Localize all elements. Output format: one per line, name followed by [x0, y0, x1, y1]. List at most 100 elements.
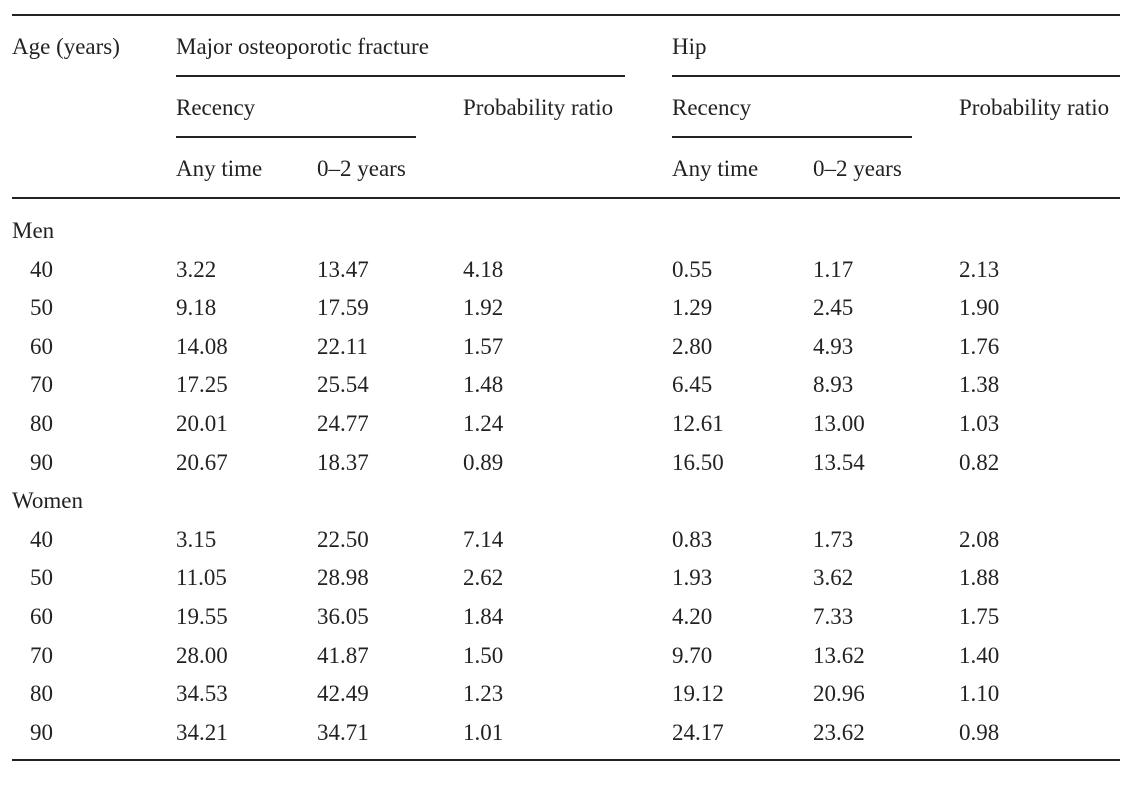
age-cell: 60: [30, 334, 53, 359]
mof-probability-ratio-cell: 1.84: [463, 604, 504, 629]
hip-0-2-years-cell: 13.00: [813, 411, 865, 436]
hip-group-rule: [672, 75, 1120, 77]
hip-0-2-years-cell: 13.54: [813, 450, 865, 475]
hip-any-time-cell: 6.45: [672, 372, 713, 397]
mof-any-time-cell: 34.21: [176, 720, 228, 745]
hip-ratio-header: Probability ratio: [959, 95, 1110, 120]
hip-probability-ratio-cell: 1.40: [959, 643, 1000, 668]
hip-any-time-cell: 16.50: [672, 450, 724, 475]
mof-0-2-years-cell: 28.98: [317, 565, 369, 590]
section-label: Men: [12, 218, 55, 243]
mof-probability-ratio-cell: 2.62: [463, 565, 504, 590]
age-cell: 80: [30, 681, 53, 706]
hip-probability-ratio-cell: 1.10: [959, 681, 1000, 706]
hip-any-time-cell: 19.12: [672, 681, 724, 706]
mof-any-time-cell: 20.67: [176, 450, 228, 475]
hip-any-time-cell: 9.70: [672, 643, 713, 668]
mof-0-2-years-cell: 36.05: [317, 604, 369, 629]
mof-0-2-years-cell: 25.54: [317, 372, 369, 397]
mof-0-2-years-cell: 24.77: [317, 411, 369, 436]
mof-any-time-cell: 11.05: [176, 565, 227, 590]
age-cell: 50: [30, 295, 53, 320]
hip-group-header: Hip: [672, 34, 707, 59]
mof-probability-ratio-cell: 1.92: [463, 295, 504, 320]
hip-0-2-years-cell: 1.17: [813, 257, 854, 282]
mof-probability-ratio-cell: 7.14: [463, 527, 504, 552]
hip-recency-rule: [672, 136, 912, 138]
age-cell: 40: [30, 257, 53, 282]
hip-probability-ratio-cell: 0.98: [959, 720, 1000, 745]
hip-probability-ratio-cell: 1.76: [959, 334, 1000, 359]
mof-group-header: Major osteoporotic fracture: [176, 34, 429, 59]
mof-0-2-years-cell: 34.71: [317, 720, 369, 745]
hip-0-2-years-cell: 1.73: [813, 527, 854, 552]
age-cell: 70: [30, 643, 53, 668]
age-cell: 70: [30, 372, 53, 397]
mof-group-rule: [176, 75, 625, 77]
hip-0-2-years-cell: 3.62: [813, 565, 854, 590]
header-bottom-rule: [12, 197, 1120, 199]
mof-0-2-years-cell: 41.87: [317, 643, 369, 668]
hip-any-time-cell: 12.61: [672, 411, 724, 436]
mof-any-time-cell: 19.55: [176, 604, 228, 629]
hip-0-2-years-cell: 13.62: [813, 643, 865, 668]
mof-0-2-years-cell: 18.37: [317, 450, 369, 475]
hip-probability-ratio-cell: 1.38: [959, 372, 1000, 397]
hip-0-2-years-header: 0–2 years: [813, 156, 902, 181]
hip-any-time-cell: 24.17: [672, 720, 724, 745]
age-header: Age (years): [12, 34, 120, 59]
hip-any-time-cell: 0.55: [672, 257, 713, 282]
mof-probability-ratio-cell: 4.18: [463, 257, 504, 282]
hip-0-2-years-cell: 2.45: [813, 295, 854, 320]
mof-recency-header: Recency: [176, 95, 256, 120]
mof-0-2-years-cell: 42.49: [317, 681, 369, 706]
hip-any-time-cell: 4.20: [672, 604, 713, 629]
hip-any-time-cell: 1.29: [672, 295, 713, 320]
hip-any-time-cell: 0.83: [672, 527, 713, 552]
hip-0-2-years-cell: 8.93: [813, 372, 854, 397]
mof-any-time-cell: 28.00: [176, 643, 228, 668]
hip-0-2-years-cell: 23.62: [813, 720, 865, 745]
age-cell: 90: [30, 450, 53, 475]
mof-probability-ratio-cell: 1.48: [463, 372, 504, 397]
age-cell: 60: [30, 604, 53, 629]
mof-probability-ratio-cell: 1.24: [463, 411, 504, 436]
mof-any-time-cell: 20.01: [176, 411, 228, 436]
hip-0-2-years-cell: 20.96: [813, 681, 865, 706]
mof-any-time-cell: 3.15: [176, 527, 217, 552]
age-cell: 90: [30, 720, 53, 745]
mof-0-2-years-header: 0–2 years: [317, 156, 406, 181]
mof-probability-ratio-cell: 1.01: [463, 720, 504, 745]
mof-recency-rule: [176, 136, 416, 138]
age-cell: 40: [30, 527, 53, 552]
bottom-rule: [12, 759, 1120, 761]
hip-any-time-header: Any time: [672, 156, 759, 181]
mof-0-2-years-cell: 22.50: [317, 527, 369, 552]
mof-any-time-cell: 17.25: [176, 372, 228, 397]
hip-probability-ratio-cell: 1.90: [959, 295, 1000, 320]
age-cell: 80: [30, 411, 53, 436]
hip-probability-ratio-cell: 1.75: [959, 604, 1000, 629]
mof-ratio-header: Probability ratio: [463, 95, 614, 120]
hip-recency-header: Recency: [672, 95, 752, 120]
mof-probability-ratio-cell: 0.89: [463, 450, 504, 475]
mof-0-2-years-cell: 17.59: [317, 295, 369, 320]
mof-any-time-header: Any time: [176, 156, 263, 181]
mof-any-time-cell: 14.08: [176, 334, 228, 359]
mof-any-time-cell: 9.18: [176, 295, 217, 320]
hip-probability-ratio-cell: 1.03: [959, 411, 1000, 436]
mof-0-2-years-cell: 22.11: [317, 334, 368, 359]
hip-probability-ratio-cell: 2.08: [959, 527, 1000, 552]
mof-0-2-years-cell: 13.47: [317, 257, 369, 282]
mof-probability-ratio-cell: 1.23: [463, 681, 504, 706]
mof-probability-ratio-cell: 1.57: [463, 334, 504, 359]
mof-probability-ratio-cell: 1.50: [463, 643, 504, 668]
mof-any-time-cell: 3.22: [176, 257, 217, 282]
section-label: Women: [12, 488, 83, 513]
hip-probability-ratio-cell: 1.88: [959, 565, 1000, 590]
hip-probability-ratio-cell: 0.82: [959, 450, 1000, 475]
hip-0-2-years-cell: 4.93: [813, 334, 854, 359]
hip-probability-ratio-cell: 2.13: [959, 257, 1000, 282]
hip-any-time-cell: 1.93: [672, 565, 713, 590]
top-rule: [12, 14, 1120, 16]
